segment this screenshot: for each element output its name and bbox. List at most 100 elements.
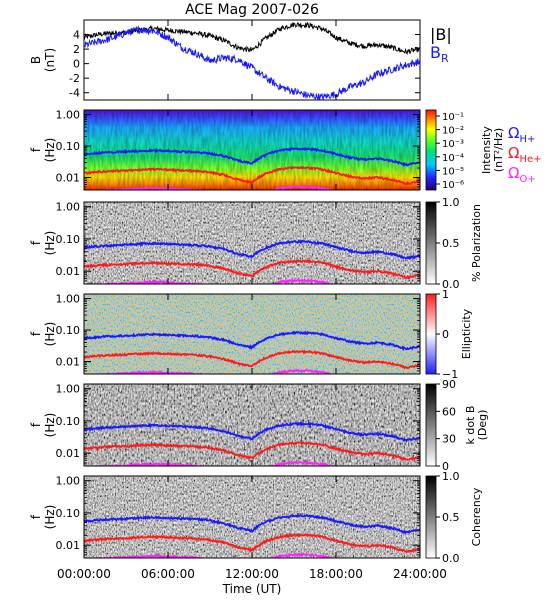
colorbar-unit-k-dot-b: (Deg) <box>476 410 489 441</box>
y-axis-label-f: f <box>29 240 43 245</box>
colorbar-ticks: 10⁻¹ 10⁻² 10⁻³ 10⁻⁴ 10⁻⁵ 10⁻⁶ <box>436 112 464 191</box>
y-tick-label: 1.00 <box>56 201 81 214</box>
colorbar-ellipticity <box>425 293 437 375</box>
gyro-lines <box>84 239 420 284</box>
colorbar-tick-label: 0 <box>442 460 449 473</box>
panel-ellipticity: 1.00 0.10 0.01 f (Hz) 1 0 −1 Ellipticity <box>29 288 473 381</box>
colorbar-tick-label: 10⁻⁵ <box>442 166 464 177</box>
colorbar-unit-intensity: (nT²/Hz) <box>492 128 505 172</box>
colorbar-tick-label: 10⁻³ <box>442 139 464 150</box>
gyro-line-omega-h <box>84 239 420 261</box>
colorbar-tick-label: 30 <box>442 433 456 446</box>
x-axis-ticks: 00:00:00 06:00:00 12:00:00 18:00:00 24:00:00 <box>57 20 447 581</box>
colorbar-tick-label: −1 <box>442 368 458 381</box>
y-axis-unit-hz: (Hz) <box>43 231 57 256</box>
gyro-lines <box>84 513 420 558</box>
chart-title: ACE Mag 2007-026 <box>185 2 319 18</box>
colorbar-tick-label: 0 <box>442 328 449 341</box>
y-tick-label: 0.01 <box>56 539 81 552</box>
gyro-line-omega-h <box>84 513 420 535</box>
gyro-line-omega-h <box>84 146 420 168</box>
colorbar-tick-label: 10⁻⁶ <box>442 180 464 191</box>
x-tick-label: 18:00:00 <box>309 567 363 581</box>
gyro-line-omega-he <box>84 165 420 186</box>
colorbar-ticks: 90 60 30 0 <box>436 378 456 473</box>
y-tick-label: 2 <box>73 43 80 56</box>
gyro-lines <box>84 421 420 466</box>
y-tick-label: 0.01 <box>56 171 81 184</box>
y-tick-label: 0.01 <box>56 355 81 368</box>
gyro-lines <box>84 146 420 190</box>
colorbar-tick-label: 10⁻⁴ <box>442 153 464 164</box>
colorbar-tick-label: 90 <box>442 378 456 391</box>
y-tick-label: -2 <box>69 72 80 85</box>
panel-intensity: 1.00 0.10 0.01 f (Hz) 10⁻¹ 10⁻² 10⁻³ 10⁻⁴ 10⁻⁵… <box>29 109 542 191</box>
legend-omega-h: ΩH+ <box>508 124 535 145</box>
legend-omega-o: ΩO+ <box>508 164 536 185</box>
colorbar-tick-label: 0.0 <box>442 278 460 291</box>
y-tick-label: 1.00 <box>56 293 81 306</box>
legend-b-total: |B| <box>430 25 452 44</box>
y-ticks: 42 0-2 -4 <box>69 29 420 100</box>
gyro-line-omega-he <box>84 533 420 554</box>
y-tick-label: 0.10 <box>56 507 81 520</box>
gyro-line-omega-he <box>84 349 420 370</box>
panel-k-dot-b: 1.00 0.10 0.01 f (Hz) 90 60 30 0 k dot B (Deg… <box>29 378 489 473</box>
colorbar-label-ellipticity: Ellipticity <box>460 308 473 359</box>
colorbar-tick-label: 0.5 <box>442 511 460 524</box>
colorbar-label-intensity: Intensity <box>480 126 493 174</box>
y-tick-label: 0.10 <box>56 233 81 246</box>
legend-b-r: BR <box>430 43 449 65</box>
gyro-line-omega-o <box>87 183 334 190</box>
y-axis-unit-hz: (Hz) <box>43 413 57 438</box>
gyro-lines <box>84 330 420 374</box>
colorbar-label-k-dot-b: k dot B <box>464 406 477 445</box>
y-tick-label: 1.00 <box>56 475 81 488</box>
series-line-b-r <box>84 25 420 100</box>
colorbar-tick-label: 1 <box>442 288 449 301</box>
panel-frame <box>83 19 421 101</box>
gyro-line-omega-h <box>84 330 420 352</box>
gyro-line-omega-o <box>95 552 337 558</box>
colorbar-tick-label: 10⁻² <box>442 126 464 137</box>
y-axis-label-f: f <box>29 331 43 336</box>
panel-coherency: 1.00 0.10 0.01 f (Hz) 1.0 0.5 0.0 Coherency <box>29 470 483 565</box>
y-axis-label-f: f <box>29 422 43 427</box>
colorbar-tick-label: 60 <box>442 405 456 418</box>
colorbar-intensity <box>425 109 437 191</box>
colorbar-ticks: 1.0 0.5 0.0 <box>436 470 460 565</box>
x-tick-label: 12:00:00 <box>225 567 279 581</box>
panel-magnetic-field: 42 0-2 -4 B (nT) |B| BR <box>29 19 452 101</box>
colorbar-tick-label: 0.0 <box>442 552 460 565</box>
colorbar-tick-label: 1.0 <box>442 470 460 483</box>
gyro-line-omega-he <box>84 441 420 461</box>
y-tick-label: 0.10 <box>56 140 81 153</box>
colorbar-coherency <box>425 475 437 559</box>
frequency-ticks: 1.00 0.10 0.01 <box>56 293 420 375</box>
x-tick-label: 24:00:00 <box>393 567 447 581</box>
colorbar-label-polarization: % Polarization <box>470 204 483 282</box>
y-tick-label: 1.00 <box>56 109 81 122</box>
y-tick-label: 4 <box>73 29 80 42</box>
colorbar-k-dot-b <box>425 383 437 467</box>
gyro-line-omega-he <box>84 258 420 280</box>
y-tick-label: 0.10 <box>56 415 81 428</box>
colorbar-tick-label: 0.5 <box>442 237 460 250</box>
x-tick-label: 00:00:00 <box>57 567 111 581</box>
colorbar-tick-label: 1.0 <box>442 196 460 209</box>
colorbar-ticks: 1 0 −1 <box>436 288 458 381</box>
gyro-line-omega-h <box>84 421 420 443</box>
panel-polarization: 1.00 0.10 0.01 f (Hz) 1.0 0.5 0.0 % Polariza… <box>29 196 483 291</box>
x-axis-label: Time (UT) <box>222 582 282 596</box>
y-axis-unit-hz: (Hz) <box>43 322 57 347</box>
gyro-line-omega-o <box>87 368 335 374</box>
gyro-line-omega-o <box>91 460 335 466</box>
y-tick-label: 0.10 <box>56 324 81 337</box>
colorbar-tick-label: 10⁻¹ <box>442 112 464 123</box>
gyro-line-omega-o <box>87 278 334 284</box>
frequency-ticks: 1.00 0.10 0.01 <box>56 475 420 559</box>
y-tick-label: 1.00 <box>56 383 81 396</box>
x-tick-label: 06:00:00 <box>141 567 195 581</box>
frequency-ticks: 1.00 0.10 0.01 <box>56 201 420 285</box>
